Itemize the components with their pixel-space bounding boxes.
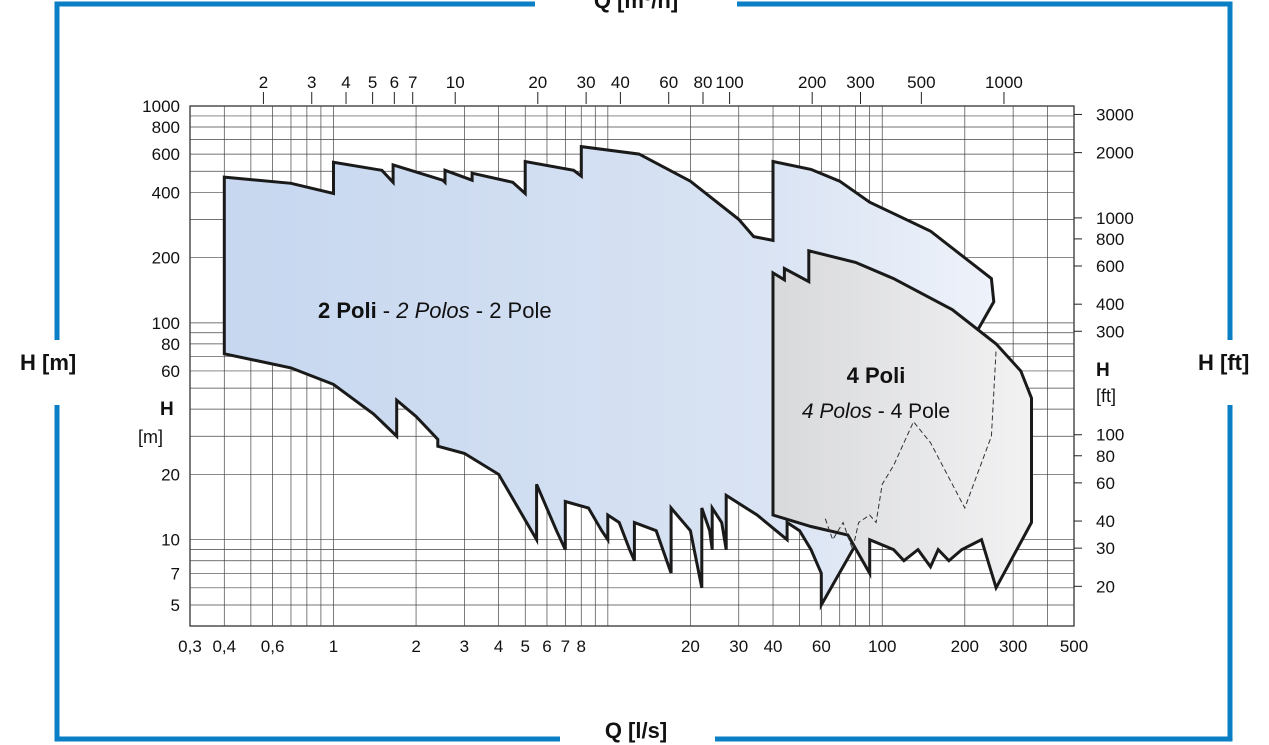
x-top-tick-label: 3 [307,73,316,92]
y-left-tick-label: 400 [152,183,180,202]
x-top-tick-label: 60 [659,73,678,92]
x-bottom-tick-label: 0,3 [178,637,202,656]
x-top-tick-label: 100 [715,73,743,92]
x-bottom-tick-label: 30 [729,637,748,656]
y-right-inner-label: H [1096,360,1110,381]
x-bottom-tick-label: 4 [494,637,503,656]
y-right-tick-label: 80 [1096,447,1115,466]
y-right-tick-label: 300 [1096,322,1124,341]
frame-top-right [737,1,1233,340]
y-right-tick-label: 60 [1096,474,1115,493]
y-right-tick-label: 100 [1096,426,1124,445]
x-bottom-tick-label: 5 [521,637,530,656]
y-left-tick-label: 7 [171,564,180,583]
x-bottom-tick-label: 0,6 [261,637,285,656]
x-top-tick-label: 20 [528,73,547,92]
y-right-tick-label: 600 [1096,257,1124,276]
x-top-tick-label: 7 [408,73,417,92]
x-bottom-tick-label: 60 [812,637,831,656]
outer-frame [54,1,1233,742]
x-bottom-tick-label: 1 [329,637,338,656]
series-4-pole-label-bold: 4 Poli [847,363,906,388]
x-top-tick-label: 4 [341,73,350,92]
y-left-tick-label: 200 [152,249,180,268]
x-top-tick-label: 30 [577,73,596,92]
y-right-tick-label: 40 [1096,512,1115,531]
series-2-pole-label: 2 Poli - 2 Polos - 2 Pole [318,298,552,323]
series-2-pole-name-italic: 2 Polos [395,298,469,323]
frame-top-left [54,1,535,340]
y-right-tick-label: 1000 [1096,209,1134,228]
y-right-tick-label: 30 [1096,539,1115,558]
y-left-inner-unit: [m] [138,427,163,447]
series-4-pole-label-rest: 4 Polos - 4 Pole [802,400,950,423]
x-top-tick-label: 10 [446,73,465,92]
y-left-title: H [m] [20,350,76,375]
x-top-tick-label: 2 [259,73,268,92]
x-top-tick-label: 300 [846,73,874,92]
x-top-tick-label: 40 [611,73,630,92]
x-bottom-tick-label: 2 [411,637,420,656]
y-right-tick-label: 3000 [1096,105,1134,124]
y-left-tick-label: 800 [152,118,180,137]
series-2-pole-name-bold: 2 Poli [318,298,377,323]
y-left-tick-label: 1000 [142,97,180,116]
x-bottom-tick-label: 20 [681,637,700,656]
y-right-inner-unit: [ft] [1096,386,1116,406]
y-right-tick-label: 2000 [1096,144,1134,163]
x-bottom-tick-label: 6 [542,637,551,656]
x-bottom-tick-label: 40 [764,637,783,656]
x-top-tick-label: 80 [694,73,713,92]
frame-bottom-left [54,405,560,742]
y-right-tick-label: 400 [1096,295,1124,314]
y-right-tick-label: 20 [1096,577,1115,596]
y-left-tick-label: 60 [161,362,180,381]
y-left-tick-label: 100 [152,314,180,333]
y-left-tick-label: 10 [161,531,180,550]
series-2-pole-sep: - [377,298,397,323]
x-top-tick-label: 500 [907,73,935,92]
y-left-tick-label: 80 [161,335,180,354]
x-top-tick-label: 5 [368,73,377,92]
x-bottom-tick-label: 3 [460,637,469,656]
x-bottom-tick-label: 500 [1060,637,1088,656]
x-top-tick-label: 200 [798,73,826,92]
x-top-title: Q [m³/h] [594,0,678,13]
x-bottom-tick-label: 100 [868,637,896,656]
x-bottom-tick-label: 200 [951,637,979,656]
x-bottom-tick-label: 7 [561,637,570,656]
x-top-tick-label: 1000 [985,73,1023,92]
x-bottom-title: Q [l/s] [605,718,667,743]
frame-bottom-right [715,405,1233,742]
x-top-tick-label: 6 [390,73,399,92]
series-2-pole-name-en: - 2 Pole [470,298,552,323]
x-bottom-tick-label: 8 [577,637,586,656]
y-left-tick-label: 600 [152,145,180,164]
series-areas [222,144,1033,611]
y-left-tick-label: 5 [171,596,180,615]
y-left-tick-label: 20 [161,465,180,484]
series-4-pole-name-italic: 4 Polos [802,400,873,423]
y-left-inner-label: H [160,399,174,420]
y-right-title: H [ft] [1198,350,1249,375]
y-right-tick-label: 800 [1096,230,1124,249]
series-4-pole-name-en: - 4 Pole [872,400,950,423]
x-bottom-tick-label: 300 [999,637,1027,656]
x-bottom-tick-label: 0,4 [212,637,236,656]
